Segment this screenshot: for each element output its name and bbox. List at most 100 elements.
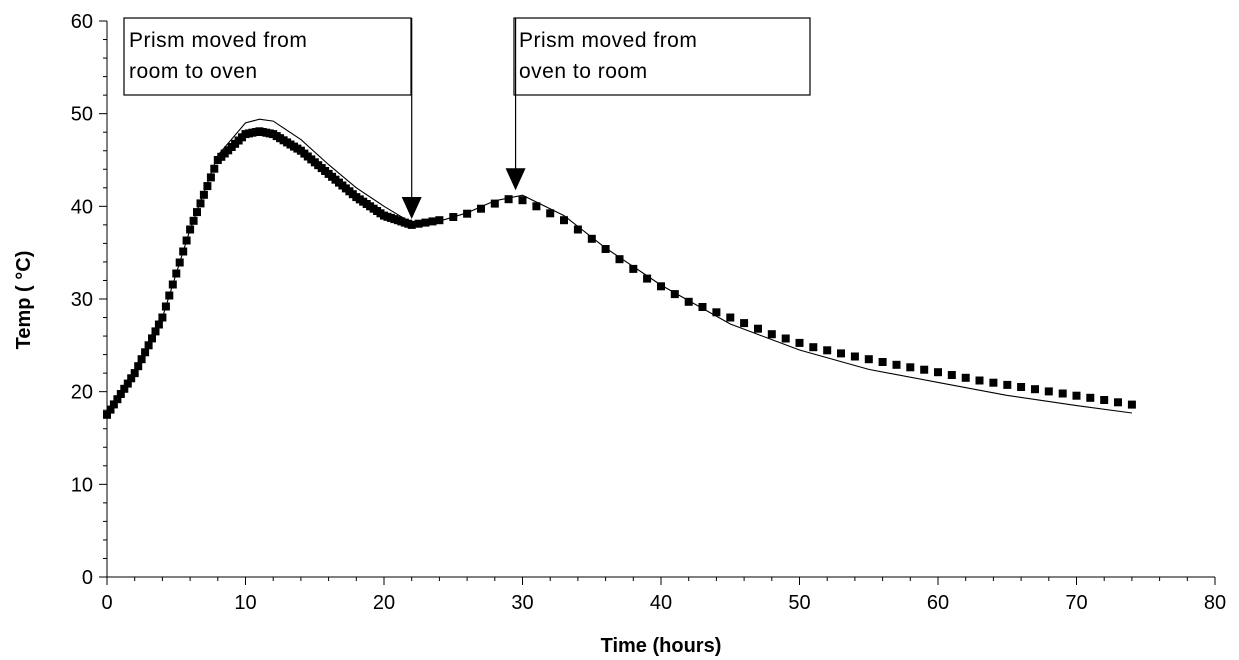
data-point-marker [906,363,915,372]
annotation-arrow-head [401,197,422,220]
x-tick-label: 30 [511,592,533,614]
data-point-marker [1031,385,1039,394]
data-point-marker [629,264,638,273]
data-point-marker [878,358,887,366]
data-point-marker [532,202,541,211]
data-point-marker [1100,396,1109,404]
data-point-marker [179,247,188,256]
data-point-marker [206,173,215,182]
data-point-marker [148,334,156,343]
axes [106,21,1215,578]
data-point-marker [989,378,998,387]
data-point-marker [127,374,136,383]
data-point-marker [199,190,208,199]
data-point-marker [892,360,901,369]
y-tick-label: 40 [71,196,93,218]
data-point-marker [158,313,167,322]
data-point-marker [421,218,430,227]
series-line-path [106,118,1132,416]
data-point-marker [560,216,568,225]
data-point-marker [134,362,143,371]
x-tick-label: 0 [101,592,112,614]
data-point-marker [106,405,115,414]
x-tick-label: 20 [373,592,395,614]
data-point-marker [109,400,118,409]
data-point-marker [175,258,184,267]
annotation-text: room to oven [129,60,258,83]
data-point-marker [189,216,198,225]
data-point-marker [120,384,129,393]
data-point-marker [116,390,125,398]
data-point-marker [203,182,212,191]
y-tick-label: 20 [71,382,93,404]
data-point-marker [823,346,832,355]
data-point-marker [601,245,610,253]
data-point-marker [837,349,845,358]
data-point-marker [947,371,956,379]
data-point-marker [740,319,749,328]
data-point-marker [172,269,181,278]
data-point-marker [168,280,177,289]
annotation-2: Prism moved from oven to room [505,17,811,191]
y-tick-label: 50 [71,104,93,126]
data-point-marker [113,395,122,404]
x-tick-label: 10 [234,592,256,614]
annotation-text: Prism moved from [519,29,697,52]
annotation-1: Prism moved from room to oven [123,17,422,220]
data-point-marker [504,195,513,204]
data-point-marker [210,164,219,173]
data-point-marker [726,313,735,322]
y-tick-label: 0 [82,567,93,589]
data-point-marker [1086,393,1095,402]
x-tick-label: 60 [927,592,949,614]
data-point-marker [920,365,929,374]
x-tick-label: 80 [1204,592,1226,614]
data-point-marker [182,236,191,245]
x-tick-label: 70 [1065,592,1087,614]
data-point-marker [1072,391,1081,400]
series-markers [103,127,1136,419]
data-point-marker [123,379,132,388]
annotation-box [123,17,412,96]
data-point-marker [754,324,762,333]
data-point-marker [643,274,652,283]
x-axis-title: Time (hours) [601,635,722,657]
data-point-marker [657,282,665,291]
series-line [106,118,1132,416]
annotation-box [513,17,811,96]
data-point-marker [196,199,205,208]
data-point-marker [573,225,582,234]
data-point-marker [546,209,555,218]
data-point-marker [698,303,707,311]
y-tick-label: 30 [71,289,93,311]
data-point-marker [518,196,527,205]
y-axis-title: Temp ( °C) [13,251,35,350]
data-point-marker [490,199,499,208]
annotation-arrow-head [505,168,526,191]
annotation-text: oven to room [519,60,648,83]
data-point-marker [428,217,437,226]
data-point-marker [1044,387,1053,396]
data-point-marker [1058,389,1067,398]
data-point-marker [103,410,111,419]
data-point-marker [477,204,485,213]
data-point-marker [154,320,163,329]
data-point-marker [449,213,458,221]
ticks: 0 10 20 30 40 50 60 0 10 20 30 40 50 60 70 80 [71,11,1226,614]
data-point-marker [1127,400,1136,409]
data-point-marker [712,308,721,317]
data-point-marker [165,291,174,300]
annotation-text: Prism moved from [129,29,307,52]
y-tick-label: 60 [71,11,93,33]
data-point-marker [1114,398,1122,407]
data-point-marker [435,216,444,225]
data-point-marker [850,352,859,361]
data-point-marker [193,208,201,217]
data-point-marker [587,234,596,243]
data-point-marker [186,225,195,234]
data-point-marker [407,220,416,229]
data-point-marker [975,376,984,385]
data-point-marker [137,355,146,364]
